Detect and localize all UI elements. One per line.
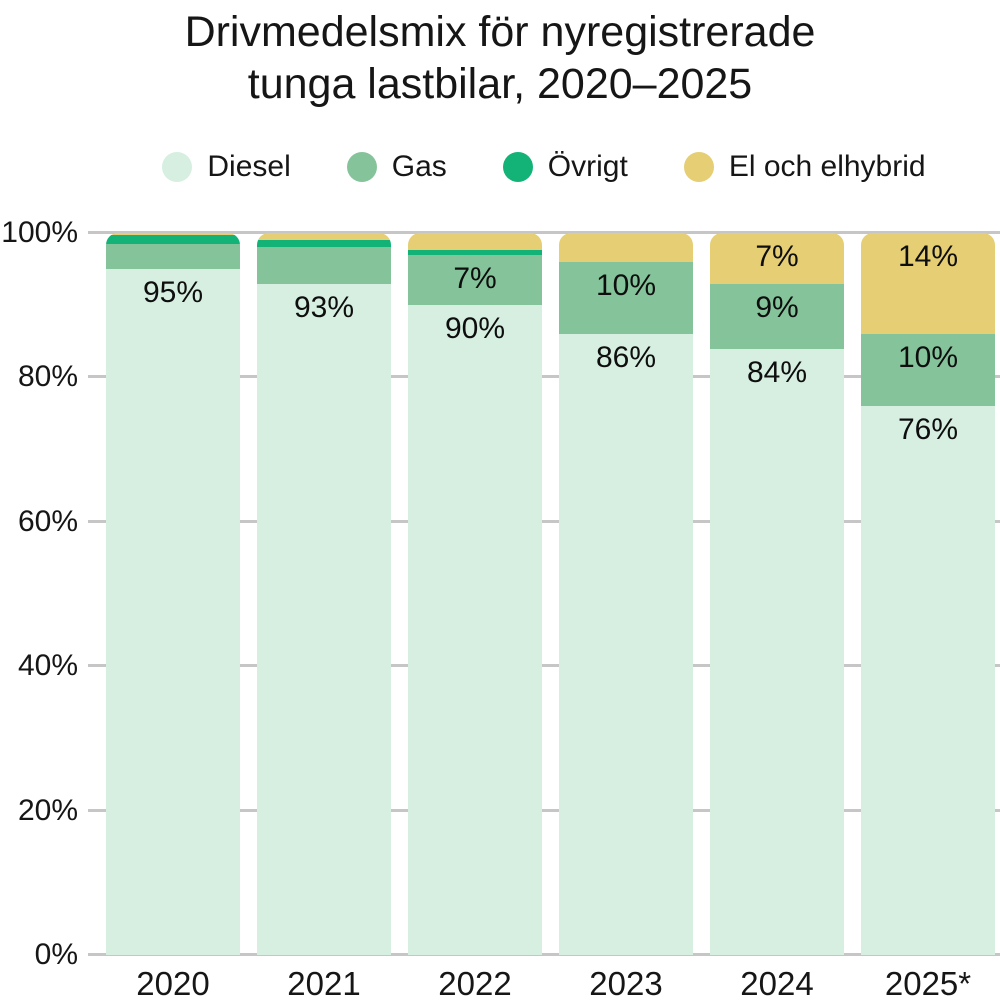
legend-item-2: Gas [346, 150, 447, 184]
gridline-80% [88, 375, 1000, 379]
chart-title-line-2: tunga lastbilar, 2020–2025 [247, 60, 753, 109]
y-axis-tick-label: 100% [1, 216, 78, 249]
legend-item-4: El och elhybrid [683, 150, 926, 184]
segment-value-label: 76% [897, 413, 959, 447]
segment-diesel [106, 269, 240, 955]
segment-övrigt [408, 249, 542, 255]
gridline-20% [88, 808, 1000, 812]
chart-title: Drivmedelsmix för nyregistrerade tunga l… [0, 6, 1000, 111]
legend-swatch-icon [346, 152, 377, 182]
x-axis-tick-label: 2021 [287, 965, 361, 1002]
segment-diesel [861, 406, 995, 955]
segment-gas [861, 334, 995, 407]
segment-gas [710, 283, 844, 349]
segment-diesel [559, 334, 693, 955]
segment-diesel [710, 348, 844, 955]
legend-swatch-icon [683, 152, 714, 182]
y-axis-tick-label: 20% [17, 793, 78, 827]
legend-label: Övrigt [547, 150, 628, 183]
x-axis-tick-label: 2022 [438, 965, 512, 1002]
segment-övrigt [106, 235, 240, 244]
gridline-0% [88, 953, 1000, 956]
legend-label: Gas [391, 150, 447, 183]
segment-value-label: 93% [293, 290, 355, 324]
segment-value-label: 10% [897, 341, 959, 375]
segment-value-label: 10% [595, 268, 657, 302]
y-axis-tick-label: 0% [34, 938, 78, 971]
x-axis-tick-label: 2020 [136, 965, 210, 1002]
bar-2022: 90% 7% [408, 233, 542, 955]
segment-gas [408, 254, 542, 306]
segment-el-och-elhybrid [861, 233, 995, 335]
segment-diesel [257, 283, 391, 955]
x-axis-tick-label: 2023 [589, 965, 663, 1002]
segment-el-och-elhybrid [408, 233, 542, 250]
gridline-100% [88, 231, 1000, 234]
segment-diesel [408, 305, 542, 955]
x-axis-tick-label: 2025* [884, 965, 972, 1002]
segment-value-label: 90% [444, 312, 506, 346]
legend-swatch-icon [162, 152, 193, 182]
y-axis-tick-label: 60% [17, 504, 78, 538]
segment-value-label: 7% [755, 240, 799, 273]
segment-value-label: 95% [142, 276, 204, 310]
y-axis-tick-label: 80% [17, 360, 78, 394]
segment-el-och-elhybrid [710, 233, 844, 284]
legend-item-1: Diesel [162, 150, 291, 184]
segment-gas [257, 247, 391, 284]
legend-item-3: Övrigt [502, 150, 628, 184]
segment-el-och-elhybrid [559, 233, 693, 262]
legend-label: Diesel [207, 150, 291, 183]
gridline-40% [88, 664, 1000, 668]
segment-el-och-elhybrid [257, 233, 391, 241]
bar-2021: 93% [257, 233, 391, 955]
legend-label: El och elhybrid [728, 150, 926, 183]
segment-value-label: 86% [595, 341, 657, 375]
x-axis-tick-label: 2024 [740, 965, 814, 1002]
chart-title-line-1: Drivmedelsmix för nyregistrerade [184, 8, 816, 56]
segment-value-label: 14% [897, 240, 959, 273]
segment-el-och-elhybrid [106, 233, 240, 236]
segment-value-label: 84% [746, 355, 808, 389]
segment-value-label: 7% [453, 261, 497, 295]
gridline-60% [88, 519, 1000, 523]
segment-gas [559, 261, 693, 335]
segment-övrigt [257, 240, 391, 248]
segment-gas [106, 243, 240, 270]
bar-2025: 76% 10% 14% [861, 233, 995, 955]
y-axis-tick-label: 40% [17, 649, 78, 683]
bar-2024: 84% 9% 7% [710, 233, 844, 955]
legend-swatch-icon [502, 152, 533, 182]
bar-2020: 95% [106, 233, 240, 955]
bar-2023: 86% 10% [559, 233, 693, 955]
legend: Diesel Gas Övrigt El och elhybrid [88, 150, 1000, 184]
stacked-bar-chart: 0% 20% 40% 60% 80% 100% 95% 2020 93% 2021 90% 7% 202… [0, 216, 1000, 1002]
segment-value-label: 9% [755, 290, 799, 324]
